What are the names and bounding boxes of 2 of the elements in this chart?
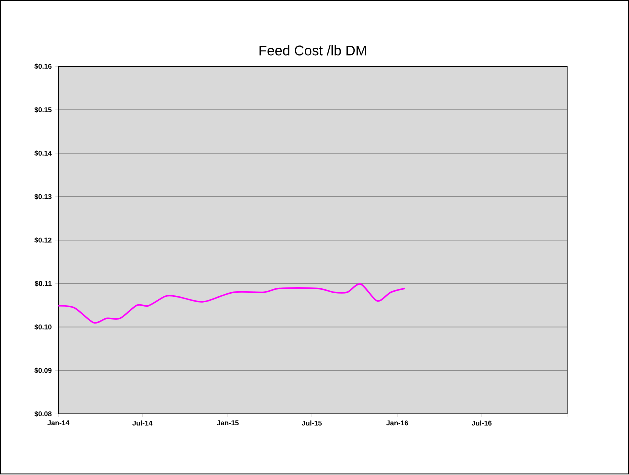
- chart-title: Feed Cost /lb DM: [260, 46, 366, 56]
- line-series: [58, 284, 406, 324]
